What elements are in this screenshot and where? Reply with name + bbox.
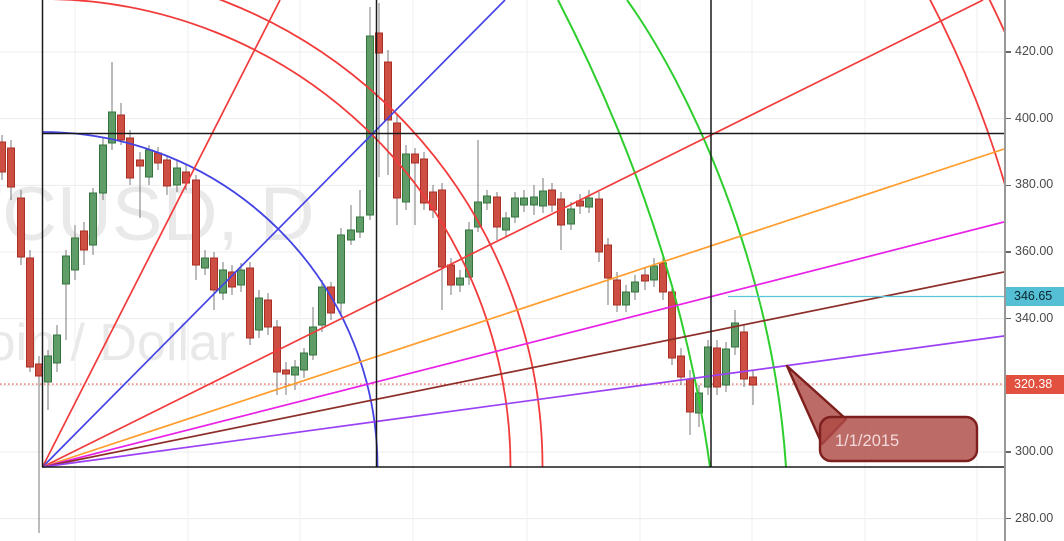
- date-callout[interactable]: 1/1/2015: [785, 364, 979, 463]
- price-axis-tick: [1006, 184, 1011, 187]
- price-tick-label: 360.00: [1015, 244, 1054, 258]
- price-axis-tick: [1006, 451, 1011, 453]
- price-axis-tick: [1006, 51, 1011, 53]
- price-axis-tick: [1006, 317, 1011, 320]
- price-tick-label: 380.00: [1015, 177, 1054, 192]
- price-axis[interactable]: 346.65 320.38 420.00 400.00 380.00 360.00 34…: [1004, 0, 1064, 541]
- gann-box-lines[interactable]: [41, 0, 1004, 468]
- gann-fan-lines[interactable]: [41, 0, 1005, 468]
- price-axis-tick: [1006, 117, 1011, 120]
- chart-canvas[interactable]: 1/1/2015: [0, 0, 1004, 541]
- callout-date-label: 1/1/2015: [835, 432, 899, 450]
- price-tick-label: 340.00: [1015, 310, 1054, 325]
- price-tick-label: 420.00: [1015, 44, 1054, 58]
- price-badge-last: 320.38: [1006, 374, 1064, 394]
- price-axis-tick: [1006, 251, 1011, 253]
- price-badge-alert: 346.65: [1006, 287, 1064, 306]
- price-tick-label: 280.00: [1015, 510, 1054, 525]
- price-tick-label: 300.00: [1015, 444, 1054, 458]
- price-axis-tick: [1006, 517, 1011, 520]
- callout-balloon[interactable]: [818, 415, 979, 463]
- price-tick-label: 400.00: [1015, 110, 1054, 125]
